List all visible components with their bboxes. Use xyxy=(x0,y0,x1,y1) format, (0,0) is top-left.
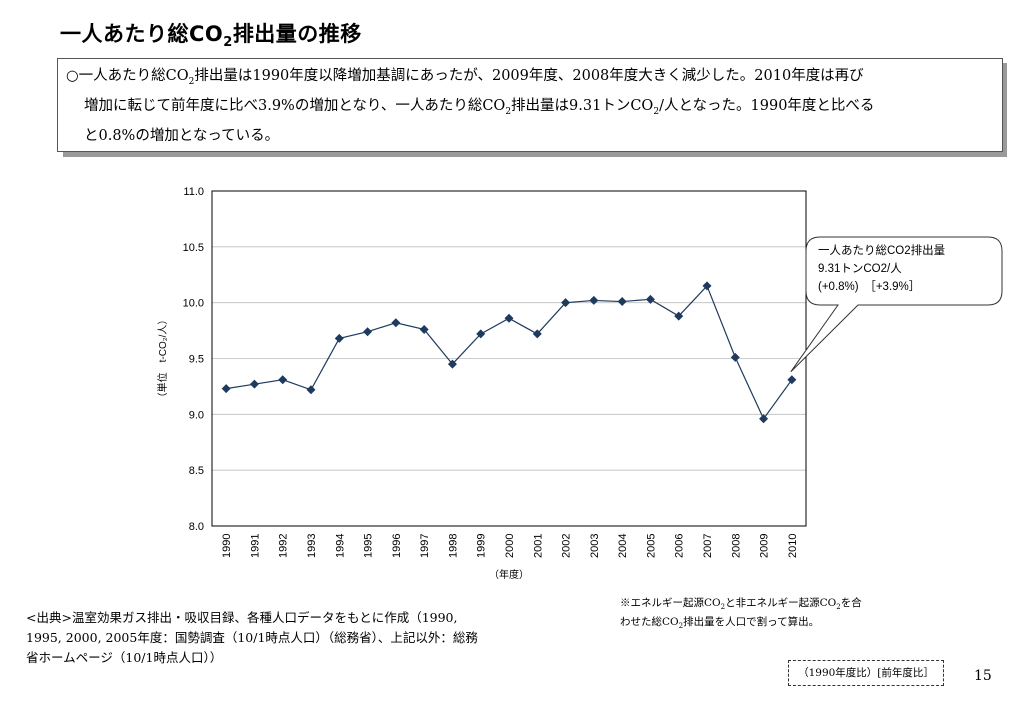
callout-bubble xyxy=(790,236,1003,373)
summary-sub: 2 xyxy=(653,106,660,117)
summary-line-2: 増加に転じて前年度に比べ3.9%の増加となり、一人あたり総CO2排出量は9.31… xyxy=(66,94,994,124)
data-point-marker xyxy=(476,329,486,339)
summary-sub: 2 xyxy=(505,106,512,117)
x-tick-labels: 1990 1991 1992 1993 1994 1995 1996 1997 1998 1999… xyxy=(221,534,799,558)
data-point-marker xyxy=(532,329,542,339)
y-tick-label: 9.5 xyxy=(189,354,204,366)
data-point-marker xyxy=(306,385,316,395)
y-tick-labels: 11.0 10.5 10.0 9.5 9.0 8.5 8.0 xyxy=(183,186,204,533)
data-point-marker xyxy=(645,294,655,304)
title-post: 排出量の推移 xyxy=(232,22,362,46)
data-point-marker xyxy=(702,281,712,291)
data-point-marker xyxy=(249,379,259,389)
title-sub: 2 xyxy=(223,35,233,51)
page-number: 15 xyxy=(974,668,992,684)
summary-line-3: と0.8%の増加となっている。 xyxy=(84,127,280,144)
x-tick-label: 2002 xyxy=(561,534,573,558)
ratio-legend-box: （1990年度比）[前年度比］ xyxy=(788,660,944,686)
x-tick-label: 2000 xyxy=(504,534,516,558)
data-point-marker xyxy=(589,295,599,305)
summary-line-1: ○一人あたり総CO2排出量は1990年度以降増加基調にあったが、2009年度、2… xyxy=(66,64,994,94)
callout-line-1: 一人あたり総CO2排出量 xyxy=(818,243,945,257)
note-sub: 2 xyxy=(836,603,841,612)
x-tick-label: 2010 xyxy=(787,534,799,558)
x-tick-label: 2009 xyxy=(759,534,771,558)
y-axis-label: （単位 t-CO₂/人） xyxy=(156,315,169,403)
data-point-marker xyxy=(221,384,231,394)
note-text: わせた総CO xyxy=(620,616,679,629)
summary-text: ○一人あたり総CO xyxy=(66,68,189,84)
note-text: と非エネルギー起源CO xyxy=(725,597,837,609)
x-tick-label: 2004 xyxy=(617,534,629,558)
data-point-marker xyxy=(759,414,769,424)
series-line xyxy=(226,284,793,420)
data-point-marker xyxy=(674,311,684,321)
data-point-marker xyxy=(561,298,571,308)
data-point-marker xyxy=(419,324,429,334)
y-tick-label: 8.0 xyxy=(189,521,204,533)
source-line-2: 1995, 2000, 2005年度：国勢調査（10/1時点人口）（総務省）、上… xyxy=(26,630,478,645)
callout-line-2: 9.31トンCO2/人 xyxy=(818,262,902,275)
y-tick-label: 9.0 xyxy=(189,409,204,421)
calculation-note: ※エネルギー起源CO2と非エネルギー起源CO2を合 わせた総CO2排出量を人口で割… xyxy=(620,596,940,634)
x-axis-label: （年度） xyxy=(489,568,529,581)
y-tick-label: 10.5 xyxy=(183,242,204,254)
data-point-marker xyxy=(504,313,514,323)
x-tick-label: 1992 xyxy=(278,534,290,558)
data-point-marker xyxy=(363,327,373,337)
summary-text: 排出量は1990年度以降増加基調にあったが、2009年度、2008年度大きく減少… xyxy=(194,68,864,84)
x-tick-label: 1991 xyxy=(249,534,261,558)
data-point-marker xyxy=(278,375,288,385)
x-tick-label: 1990 xyxy=(221,534,233,558)
note-text: を合 xyxy=(840,597,862,609)
note-sub: 2 xyxy=(678,622,684,631)
x-tick-label: 1994 xyxy=(334,534,346,558)
x-tick-label: 1999 xyxy=(476,534,488,558)
summary-text: 排出量は9.31トンCO xyxy=(511,97,654,114)
data-point-marker xyxy=(730,352,740,362)
x-tick-label: 2001 xyxy=(532,534,544,558)
source-line-1: <出典>温室効果ガス排出・吸収目録、各種人口データをもとに作成（1990, xyxy=(26,610,458,625)
x-tick-label: 1998 xyxy=(447,534,459,558)
data-markers xyxy=(221,281,797,424)
x-tick-label: 1997 xyxy=(419,534,431,558)
note-text: ※エネルギー起源CO xyxy=(620,597,721,609)
x-tick-label: 2006 xyxy=(674,534,686,558)
x-tick-label: 1995 xyxy=(363,534,375,558)
x-tick-label: 2005 xyxy=(645,534,657,558)
x-tick-label: 2007 xyxy=(702,534,714,558)
summary-box: ○一人あたり総CO2排出量は1990年度以降増加基調にあったが、2009年度、2… xyxy=(57,58,1003,152)
callout-line-3: (+0.8%) ［+3.9%］ xyxy=(818,280,920,293)
data-point-marker xyxy=(334,333,344,343)
plot-area xyxy=(211,190,807,527)
source-line-3: 省ホームページ（10/1時点人口）） xyxy=(26,650,223,665)
gridlines xyxy=(212,190,806,527)
x-tick-label: 1996 xyxy=(391,534,403,558)
data-point-marker xyxy=(787,375,797,385)
x-tick-label: 1993 xyxy=(306,534,318,558)
summary-sub: 2 xyxy=(188,76,195,87)
y-tick-label: 11.0 xyxy=(183,186,204,198)
page-title: 一人あたり総CO2排出量の推移 xyxy=(60,18,362,50)
summary-text: /人となった。1990年度と比べる xyxy=(659,97,875,114)
data-point-marker xyxy=(391,318,401,328)
note-sub: 2 xyxy=(720,603,726,612)
y-tick-label: 8.5 xyxy=(189,465,204,477)
source-note: <出典>温室効果ガス排出・吸収目録、各種人口データをもとに作成（1990, 19… xyxy=(26,608,546,668)
note-text: 排出量を人口で割って算出。 xyxy=(683,616,820,629)
x-tick-label: 2008 xyxy=(730,534,742,558)
y-tick-label: 10.0 xyxy=(183,298,204,310)
title-pre: 一人あたり総CO xyxy=(60,22,224,46)
summary-text: 増加に転じて前年度に比べ3.9%の増加となり、一人あたり総CO xyxy=(84,97,506,114)
data-point-marker xyxy=(447,359,457,369)
x-tick-label: 2003 xyxy=(589,534,601,558)
data-point-marker xyxy=(617,297,627,307)
